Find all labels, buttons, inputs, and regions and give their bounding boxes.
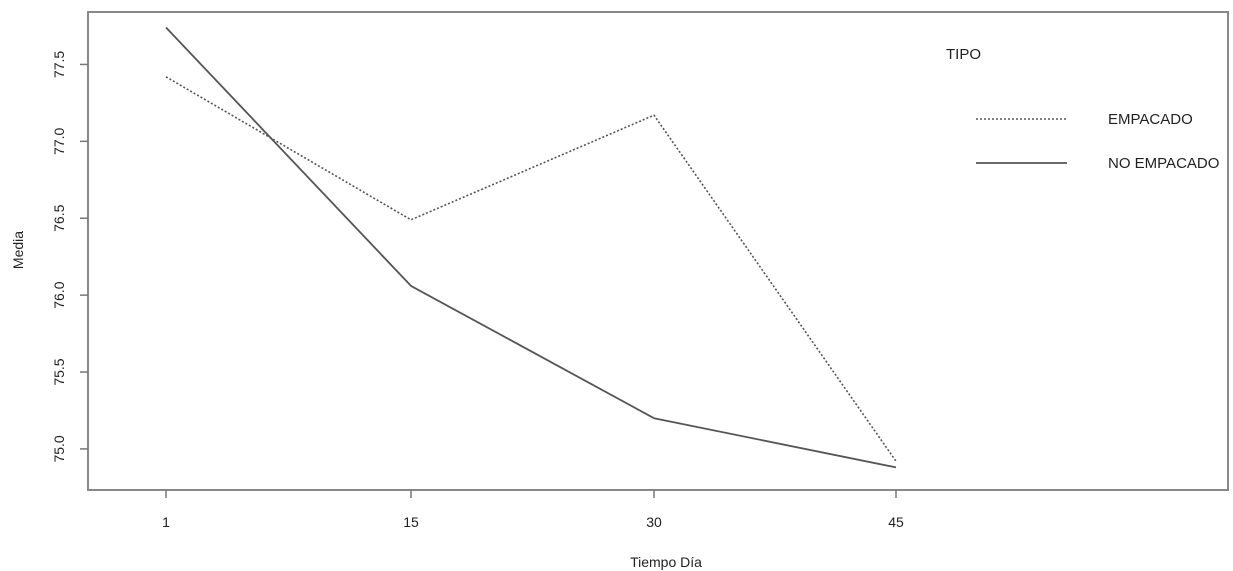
y-axis-label: Media	[10, 231, 26, 269]
plot-frame	[87, 11, 1229, 491]
y-axis: 75.0 75.5 76.0 76.5 77.0 77.5	[51, 51, 88, 463]
y-tick-label: 75.5	[51, 358, 67, 385]
x-axis: 1 15 30 45	[162, 490, 904, 530]
x-tick-label: 45	[888, 514, 904, 530]
y-tick-label: 76.0	[51, 281, 67, 308]
x-axis-label: Tiempo Día	[630, 554, 702, 570]
x-tick-label: 30	[646, 514, 662, 530]
y-tick-label: 76.5	[51, 204, 67, 231]
series-line-empacado	[165, 76, 897, 462]
y-tick-label: 75.0	[51, 435, 67, 462]
series-lines	[165, 26, 897, 469]
series-line-no-empacado	[165, 26, 897, 469]
legend-title: TIPO	[946, 46, 981, 63]
y-tick-label: 77.5	[51, 51, 67, 78]
legend-label-empacado: EMPACADO	[1108, 111, 1193, 128]
x-tick-label: 15	[403, 514, 419, 530]
legend-label-no-empacado: NO EMPACADO	[1108, 155, 1219, 172]
legend: TIPO EMPACADO NO EMPACADO	[946, 46, 1219, 172]
y-tick-label: 77.0	[51, 128, 67, 155]
x-tick-label: 1	[162, 514, 170, 530]
